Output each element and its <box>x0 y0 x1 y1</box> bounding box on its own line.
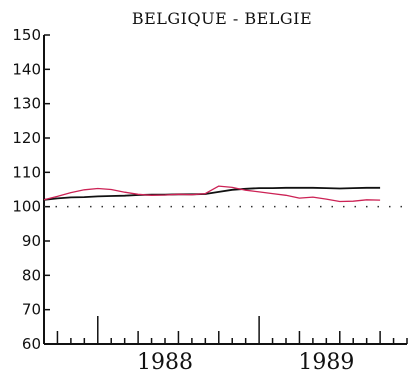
series-line-1 <box>43 186 381 201</box>
chart-title: BELGIQUE - BELGIE <box>132 9 312 28</box>
y-tick-label: 100 <box>12 198 41 216</box>
x-year-label: 1988 <box>137 350 193 375</box>
y-tick-label: 90 <box>22 232 41 250</box>
y-tick-label: 70 <box>22 301 41 319</box>
y-tick-label: 60 <box>22 335 41 353</box>
y-tick-label: 80 <box>22 266 41 284</box>
y-tick-label: 150 <box>12 26 41 44</box>
series-line-2 <box>43 185 381 203</box>
y-tick-label: 120 <box>12 129 41 147</box>
x-year-label: 1989 <box>298 350 354 375</box>
y-tick-label: 110 <box>12 163 41 181</box>
y-tick-label: 140 <box>12 60 41 78</box>
axes: 60 70 80 90 100 110 120 130 140 150 1988 1989 <box>12 26 408 375</box>
y-tick-label: 130 <box>12 95 41 113</box>
series-group <box>43 185 381 203</box>
